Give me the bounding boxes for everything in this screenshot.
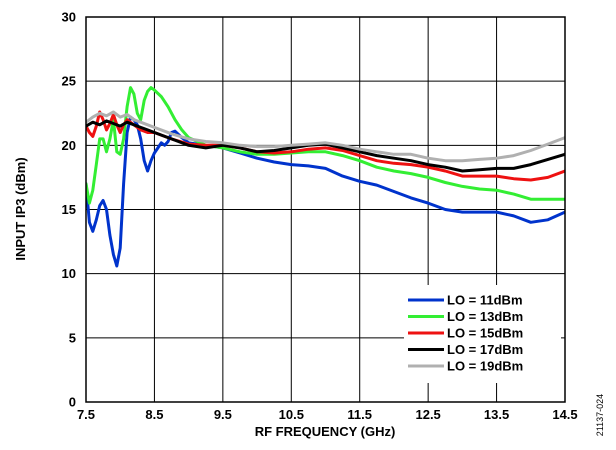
figure-id: 21137-024: [595, 394, 605, 436]
series-line-1: [86, 115, 565, 268]
x-tick-label: 9.5: [214, 407, 232, 422]
y-axis-title: INPUT IP3 (dBm): [13, 157, 28, 260]
y-tick-label: 10: [62, 266, 76, 281]
x-tick-label: 14.5: [552, 407, 577, 422]
x-tick-label: 12.5: [415, 407, 440, 422]
x-tick-label: 13.5: [484, 407, 509, 422]
y-tick-label: 25: [62, 74, 76, 89]
x-tick-labels: 7.5 8.5 9.5 10.5 11.5 12.5 13.5 14.5: [77, 407, 578, 422]
x-tick-label: 11.5: [347, 407, 372, 422]
x-tick-label: 10.5: [279, 407, 304, 422]
series-lines: [86, 86, 565, 268]
y-tick-label: 5: [69, 330, 76, 345]
series-line-4: [86, 119, 565, 173]
y-tick-label: 30: [62, 10, 76, 25]
legend-label-5: LO = 19dBm: [447, 359, 523, 374]
legend-label-1: LO = 11dBm: [447, 293, 523, 308]
x-tick-label: 8.5: [145, 407, 163, 422]
x-axis-title: RF FREQUENCY (GHz): [255, 424, 396, 439]
y-tick-label: 0: [69, 395, 76, 410]
y-tick-label: 20: [62, 138, 76, 153]
plot-frame: [85, 16, 566, 403]
legend-label-3: LO = 15dBm: [447, 326, 523, 341]
series-line-5: [86, 110, 565, 163]
x-tick-label: 7.5: [77, 407, 95, 422]
y-tick-label: 15: [62, 202, 76, 217]
legend-label-2: LO = 13dBm: [447, 309, 523, 324]
legend-label-4: LO = 17dBm: [447, 342, 523, 357]
series-line-2: [86, 86, 565, 205]
y-tick-labels: 0 5 10 15 20 25 30: [62, 10, 76, 410]
